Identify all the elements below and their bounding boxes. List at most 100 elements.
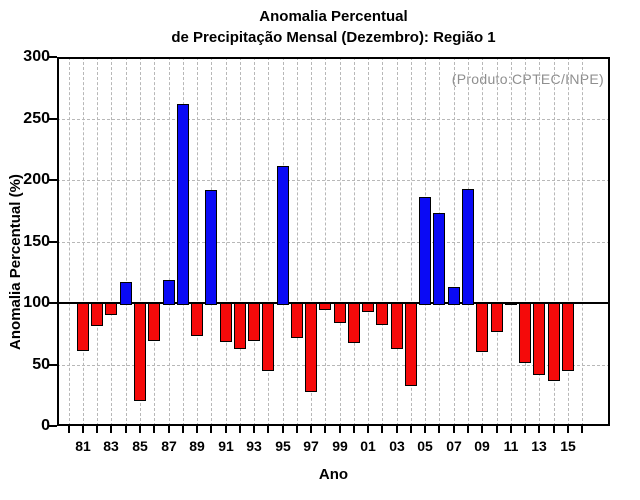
y-axis-tick xyxy=(49,179,57,181)
y-tick-label: 0 xyxy=(41,417,50,434)
vertical-gridline xyxy=(111,57,112,426)
x-tick-label: 85 xyxy=(132,438,148,454)
vertical-gridline xyxy=(368,57,369,426)
x-tick-label: 93 xyxy=(246,438,262,454)
vertical-gridline xyxy=(254,57,255,426)
x-axis-tick xyxy=(581,426,583,433)
vertical-gridline xyxy=(411,57,412,426)
bar-86 xyxy=(148,303,160,341)
bar-81 xyxy=(77,303,89,351)
y-tick-label: 100 xyxy=(23,294,50,311)
x-tick-label: 15 xyxy=(560,438,576,454)
x-tick-label: 11 xyxy=(503,438,519,454)
x-axis-tick xyxy=(82,426,84,433)
x-axis-tick xyxy=(168,426,170,433)
bar-82 xyxy=(91,303,103,326)
baseline-100pct xyxy=(57,302,610,304)
x-tick-label: 03 xyxy=(389,438,405,454)
bar-07 xyxy=(448,287,460,305)
bar-12 xyxy=(519,303,531,363)
bar-95 xyxy=(277,166,289,305)
x-tick-label: 89 xyxy=(189,438,205,454)
x-axis-tick xyxy=(496,426,498,433)
vertical-gridline xyxy=(154,57,155,426)
bar-01 xyxy=(362,303,374,312)
y-tick-label: 200 xyxy=(23,171,50,188)
x-tick-label: 83 xyxy=(103,438,119,454)
y-tick-label: 300 xyxy=(23,48,50,65)
vertical-gridline xyxy=(297,57,298,426)
bar-14 xyxy=(548,303,560,381)
x-tick-label: 01 xyxy=(360,438,376,454)
x-tick-label: 97 xyxy=(303,438,319,454)
x-axis-tick xyxy=(567,426,569,433)
bar-84 xyxy=(120,282,132,305)
x-axis-tick xyxy=(510,426,512,433)
x-axis-tick xyxy=(324,426,326,433)
chart-title-line2: de Precipitação Mensal (Dezembro): Regiã… xyxy=(171,29,496,46)
y-axis-tick xyxy=(49,241,57,243)
bar-00 xyxy=(348,303,360,343)
x-tick-label: 07 xyxy=(446,438,462,454)
x-axis-tick xyxy=(339,426,341,433)
bar-15 xyxy=(562,303,574,371)
vertical-gridline xyxy=(525,57,526,426)
vertical-gridline xyxy=(83,57,84,426)
vertical-gridline xyxy=(454,57,455,426)
vertical-gridline xyxy=(226,57,227,426)
x-axis-tick xyxy=(239,426,241,433)
bar-05 xyxy=(419,197,431,305)
vertical-gridline xyxy=(197,57,198,426)
x-tick-label: 95 xyxy=(275,438,291,454)
bar-87 xyxy=(163,280,175,305)
vertical-gridline xyxy=(97,57,98,426)
x-axis-tick xyxy=(553,426,555,433)
x-axis-tick xyxy=(153,426,155,433)
x-axis-tick xyxy=(267,426,269,433)
y-axis-tick xyxy=(49,56,57,58)
x-axis-label: Ano xyxy=(318,466,349,483)
vertical-gridline xyxy=(539,57,540,426)
bar-09 xyxy=(476,303,488,352)
vertical-gridline xyxy=(325,57,326,426)
vertical-gridline xyxy=(511,57,512,426)
bar-06 xyxy=(433,213,445,305)
bar-93 xyxy=(248,303,260,341)
bar-96 xyxy=(291,303,303,338)
x-axis-tick xyxy=(196,426,198,433)
bar-11 xyxy=(505,303,517,305)
x-axis-tick xyxy=(524,426,526,433)
x-tick-label: 81 xyxy=(75,438,91,454)
x-tick-label: 91 xyxy=(218,438,234,454)
y-axis-tick xyxy=(49,118,57,120)
vertical-gridline xyxy=(126,57,127,426)
plot-area xyxy=(57,57,610,426)
vertical-gridline xyxy=(169,57,170,426)
x-axis-tick xyxy=(396,426,398,433)
y-tick-label: 150 xyxy=(23,233,50,250)
bar-88 xyxy=(177,104,189,305)
bar-91 xyxy=(220,303,232,342)
x-axis-tick xyxy=(424,426,426,433)
bar-94 xyxy=(262,303,274,371)
x-axis-tick xyxy=(538,426,540,433)
x-tick-label: 87 xyxy=(161,438,177,454)
vertical-gridline xyxy=(268,57,269,426)
x-axis-tick xyxy=(282,426,284,433)
x-axis-tick xyxy=(68,426,70,433)
y-axis-tick xyxy=(49,425,57,427)
x-axis-tick xyxy=(353,426,355,433)
y-tick-label: 50 xyxy=(32,356,50,373)
x-axis-tick xyxy=(467,426,469,433)
vertical-gridline xyxy=(582,57,583,426)
x-axis-tick xyxy=(381,426,383,433)
x-tick-label: 99 xyxy=(332,438,348,454)
x-axis-tick xyxy=(96,426,98,433)
x-axis-tick xyxy=(225,426,227,433)
vertical-gridline xyxy=(240,57,241,426)
bar-89 xyxy=(191,303,203,336)
chart-title: Anomalia Percentual de Precipitação Mens… xyxy=(57,6,610,48)
bar-13 xyxy=(533,303,545,375)
x-axis-tick xyxy=(125,426,127,433)
